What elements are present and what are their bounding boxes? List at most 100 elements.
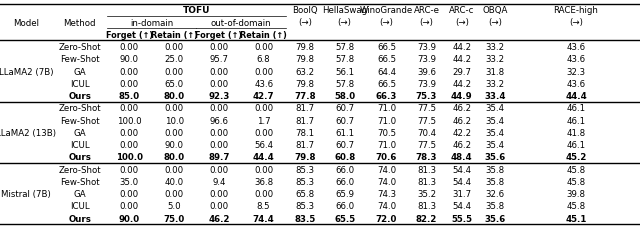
Text: 54.4: 54.4: [452, 165, 471, 174]
Text: 77.5: 77.5: [417, 141, 436, 150]
Text: 74.0: 74.0: [377, 177, 396, 186]
Text: 85.3: 85.3: [296, 165, 315, 174]
Text: 46.2: 46.2: [452, 104, 471, 113]
Text: 42.7: 42.7: [253, 92, 275, 101]
Text: 57.8: 57.8: [335, 55, 354, 64]
Text: (→): (→): [569, 18, 583, 27]
Text: 100.0: 100.0: [116, 153, 143, 162]
Text: 35.8: 35.8: [486, 177, 505, 186]
Text: Method: Method: [63, 18, 96, 27]
Text: 75.3: 75.3: [416, 92, 437, 101]
Text: 45.8: 45.8: [566, 177, 586, 186]
Text: 74.3: 74.3: [377, 189, 396, 198]
Text: 65.8: 65.8: [296, 189, 315, 198]
Text: 65.5: 65.5: [334, 214, 355, 223]
Text: Mistral (7B): Mistral (7B): [1, 189, 51, 198]
Text: 80.0: 80.0: [163, 153, 185, 162]
Text: ARC-c: ARC-c: [449, 6, 474, 15]
Text: (→): (→): [455, 18, 468, 27]
Text: 85.3: 85.3: [296, 202, 315, 211]
Text: 81.7: 81.7: [296, 141, 315, 150]
Text: 35.4: 35.4: [486, 116, 505, 125]
Text: 44.2: 44.2: [452, 55, 471, 64]
Text: Few-Shot: Few-Shot: [60, 177, 99, 186]
Text: 0.00: 0.00: [164, 128, 184, 137]
Text: 42.2: 42.2: [452, 128, 471, 137]
Text: 90.0: 90.0: [118, 214, 140, 223]
Text: 78.3: 78.3: [416, 153, 437, 162]
Text: 0.00: 0.00: [164, 104, 184, 113]
Text: 31.7: 31.7: [452, 189, 471, 198]
Text: 46.2: 46.2: [452, 116, 471, 125]
Text: Retain (↑): Retain (↑): [150, 31, 198, 40]
Text: 0.00: 0.00: [209, 128, 228, 137]
Text: Few-Shot: Few-Shot: [60, 116, 99, 125]
Text: 36.8: 36.8: [254, 177, 273, 186]
Text: 0.00: 0.00: [254, 165, 273, 174]
Text: 90.0: 90.0: [120, 55, 139, 64]
Text: 54.4: 54.4: [452, 177, 471, 186]
Text: Ours: Ours: [68, 92, 91, 101]
Text: GA: GA: [74, 189, 86, 198]
Text: 0.00: 0.00: [120, 128, 139, 137]
Text: 64.4: 64.4: [377, 67, 396, 76]
Text: 0.00: 0.00: [209, 104, 228, 113]
Text: 45.8: 45.8: [566, 165, 586, 174]
Text: Retain (↑): Retain (↑): [240, 31, 287, 40]
Text: 0.00: 0.00: [254, 189, 273, 198]
Text: Ours: Ours: [68, 153, 91, 162]
Text: 65.0: 65.0: [164, 79, 184, 88]
Text: 72.0: 72.0: [376, 214, 397, 223]
Text: 0.00: 0.00: [120, 79, 139, 88]
Text: Zero-Shot: Zero-Shot: [58, 104, 101, 113]
Text: 66.5: 66.5: [377, 55, 396, 64]
Text: 95.7: 95.7: [209, 55, 228, 64]
Text: 35.4: 35.4: [486, 141, 505, 150]
Text: 63.2: 63.2: [296, 67, 315, 76]
Text: Zero-Shot: Zero-Shot: [58, 165, 101, 174]
Text: 78.1: 78.1: [296, 128, 315, 137]
Text: ICUL: ICUL: [70, 202, 90, 211]
Text: 81.3: 81.3: [417, 165, 436, 174]
Text: 45.1: 45.1: [565, 214, 587, 223]
Text: 33.2: 33.2: [486, 43, 505, 52]
Text: GA: GA: [74, 128, 86, 137]
Text: 74.0: 74.0: [377, 165, 396, 174]
Text: 46.1: 46.1: [566, 141, 586, 150]
Text: 43.6: 43.6: [254, 79, 273, 88]
Text: 0.00: 0.00: [254, 128, 273, 137]
Text: TOFU: TOFU: [183, 6, 210, 15]
Text: 0.00: 0.00: [209, 67, 228, 76]
Text: 81.3: 81.3: [417, 202, 436, 211]
Text: 70.5: 70.5: [377, 128, 396, 137]
Text: ICUL: ICUL: [70, 79, 90, 88]
Text: 44.9: 44.9: [451, 92, 472, 101]
Text: 35.8: 35.8: [486, 202, 505, 211]
Text: 60.8: 60.8: [334, 153, 355, 162]
Text: (→): (→): [380, 18, 394, 27]
Text: 83.5: 83.5: [294, 214, 316, 223]
Text: 81.7: 81.7: [296, 116, 315, 125]
Text: 33.2: 33.2: [486, 55, 505, 64]
Text: 44.4: 44.4: [253, 153, 275, 162]
Text: 32.3: 32.3: [566, 67, 586, 76]
Text: 80.0: 80.0: [163, 92, 185, 101]
Text: 60.7: 60.7: [335, 116, 354, 125]
Text: 66.0: 66.0: [335, 202, 354, 211]
Text: Few-Shot: Few-Shot: [60, 55, 99, 64]
Text: WinoGrande: WinoGrande: [360, 6, 413, 15]
Text: Model: Model: [13, 18, 39, 27]
Text: 71.0: 71.0: [377, 116, 396, 125]
Text: 9.4: 9.4: [212, 177, 226, 186]
Text: 96.6: 96.6: [209, 116, 228, 125]
Text: 0.00: 0.00: [164, 189, 184, 198]
Text: GA: GA: [74, 67, 86, 76]
Text: 61.1: 61.1: [335, 128, 354, 137]
Text: 46.2: 46.2: [452, 141, 471, 150]
Text: 35.6: 35.6: [484, 214, 506, 223]
Text: 79.8: 79.8: [294, 153, 316, 162]
Text: 79.8: 79.8: [296, 43, 315, 52]
Text: 0.00: 0.00: [120, 189, 139, 198]
Text: 66.0: 66.0: [335, 165, 354, 174]
Text: 58.0: 58.0: [334, 92, 355, 101]
